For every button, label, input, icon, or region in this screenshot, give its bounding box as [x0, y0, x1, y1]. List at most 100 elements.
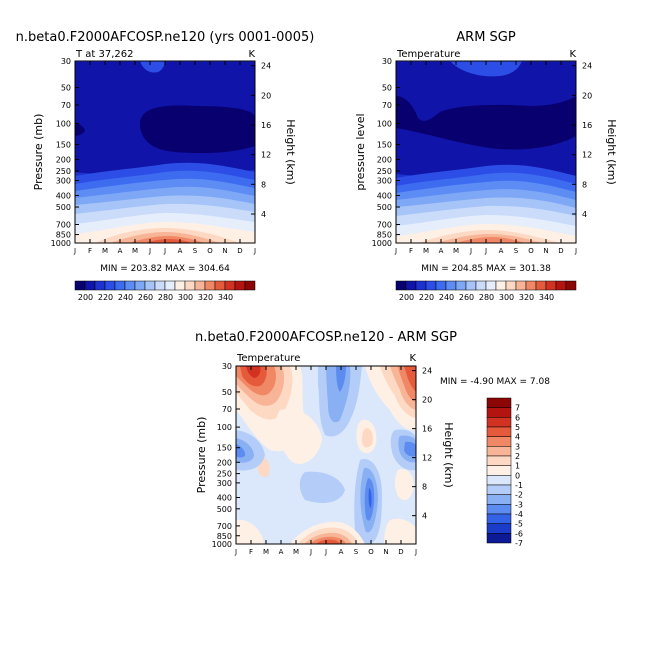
y-tick-label: 70: [382, 101, 392, 110]
colorbar-swatch: [486, 455, 512, 466]
field-band: [384, 518, 416, 544]
y-tick-label: 100: [56, 119, 71, 128]
colorbar-swatch: [555, 280, 567, 291]
panel-obs-ylabel: pressure level: [354, 113, 367, 190]
colorbar-swatch: [124, 280, 136, 291]
y-tick-label: 100: [217, 423, 232, 432]
colorbar-label: 6: [515, 413, 520, 422]
y2-tick-label: 4: [261, 210, 266, 219]
panel-model-subtitle-left: T at 37,262: [75, 49, 134, 60]
panel-diff: n.beta0.F2000AFCOSP.ne120 - ARM SGP Temp…: [195, 330, 550, 556]
y-tick-label: 50: [222, 388, 232, 397]
colorbar-swatch: [194, 280, 206, 291]
colorbar-swatch: [74, 280, 86, 291]
y-tick-label: 150: [377, 141, 392, 150]
colorbar-swatch: [415, 280, 427, 291]
panel-diff-title: n.beta0.F2000AFCOSP.ne120 - ARM SGP: [195, 330, 457, 345]
field-band: [316, 539, 340, 544]
x-tick-label: J: [574, 247, 577, 255]
colorbar-swatch: [486, 417, 512, 428]
x-tick-label: D: [398, 548, 403, 556]
panel-model: n.beta0.F2000AFCOSP.ne120 (yrs 0001-0005…: [16, 30, 315, 302]
colorbar-swatch: [486, 484, 512, 495]
colorbar-label: 200: [399, 293, 414, 302]
field-band: [368, 488, 372, 508]
colorbar-label: 200: [78, 293, 93, 302]
colorbar-swatch: [144, 280, 156, 291]
colorbar-label: 320: [519, 293, 534, 302]
y2-tick-label: 16: [422, 425, 432, 434]
colorbar-label: 240: [118, 293, 133, 302]
colorbar-swatch: [214, 280, 226, 291]
colorbar-swatch: [164, 280, 176, 291]
x-tick-label: F: [409, 247, 413, 255]
colorbar-swatch: [486, 397, 512, 408]
x-tick-label: M: [263, 548, 269, 556]
colorbar-label: 300: [178, 293, 193, 302]
colorbar-swatch: [184, 280, 196, 291]
y-tick-label: 500: [377, 203, 392, 212]
field-band: [336, 366, 346, 392]
y-tick-label: 30: [222, 362, 232, 371]
colorbar-swatch: [515, 280, 527, 291]
y-tick-label: 150: [56, 141, 71, 150]
x-tick-label: J: [234, 548, 237, 556]
colorbar-label: 3: [515, 442, 520, 451]
colorbar-swatch: [545, 280, 557, 291]
colorbar-swatch: [204, 280, 216, 291]
y-tick-label: 100: [377, 119, 392, 128]
x-tick-label: A: [178, 247, 183, 255]
y-tick-label: 50: [382, 84, 392, 93]
panel-diff-stats: MIN = -4.90 MAX = 7.08: [440, 377, 550, 387]
y-tick-label: 200: [377, 155, 392, 164]
field-band: [275, 409, 322, 464]
colorbar-swatch: [486, 494, 512, 505]
y-tick-label: 400: [377, 191, 392, 200]
colorbar-swatch: [486, 465, 512, 476]
y-tick-label: 30: [382, 57, 392, 66]
y-tick-label: 500: [56, 203, 71, 212]
x-tick-label: O: [207, 247, 213, 255]
x-tick-label: J: [414, 548, 417, 556]
panel-model-y2label: Height (km): [284, 119, 297, 185]
x-tick-label: A: [339, 548, 344, 556]
x-tick-label: J: [73, 247, 76, 255]
y2-tick-label: 4: [582, 210, 587, 219]
y-tick-label: 700: [217, 522, 232, 531]
x-tick-label: M: [453, 247, 459, 255]
panel-obs-colorbar: 200 220 240 260 280 300 320 340: [395, 280, 577, 302]
colorbar-label: 260: [459, 293, 474, 302]
x-tick-label: N: [222, 247, 227, 255]
colorbar-swatch: [486, 407, 512, 418]
panel-obs-y2label: Height (km): [605, 119, 618, 185]
colorbar-swatch: [244, 280, 256, 291]
panel-diff-ylabel: Pressure (mb): [195, 417, 208, 494]
x-tick-label: D: [558, 247, 563, 255]
colorbar-swatch: [224, 280, 236, 291]
panel-model-colorbar: 200 220 240 260 280 300 320 340: [74, 280, 256, 302]
panel-obs-title: ARM SGP: [456, 30, 516, 45]
colorbar-label: 280: [479, 293, 494, 302]
y-tick-label: 300: [217, 479, 232, 488]
colorbar-label: -2: [515, 491, 523, 500]
x-tick-label: F: [88, 247, 92, 255]
y-tick-label: 250: [217, 470, 232, 479]
y-tick-label: 1000: [212, 540, 232, 549]
x-tick-label: A: [118, 247, 123, 255]
x-tick-label: J: [469, 247, 472, 255]
colorbar-label: 220: [98, 293, 113, 302]
x-tick-label: N: [543, 247, 548, 255]
colorbar-swatch: [565, 280, 577, 291]
y-tick-label: 300: [56, 177, 71, 186]
x-tick-label: F: [249, 548, 253, 556]
colorbar-label: 220: [419, 293, 434, 302]
panel-diff-field: [236, 366, 416, 544]
colorbar-swatch: [486, 523, 512, 534]
x-tick-label: A: [439, 247, 444, 255]
colorbar-label: -3: [515, 500, 523, 509]
colorbar-label: -6: [515, 529, 523, 538]
panel-model-ylabel: Pressure (mb): [32, 114, 45, 191]
colorbar-swatch: [486, 436, 512, 447]
